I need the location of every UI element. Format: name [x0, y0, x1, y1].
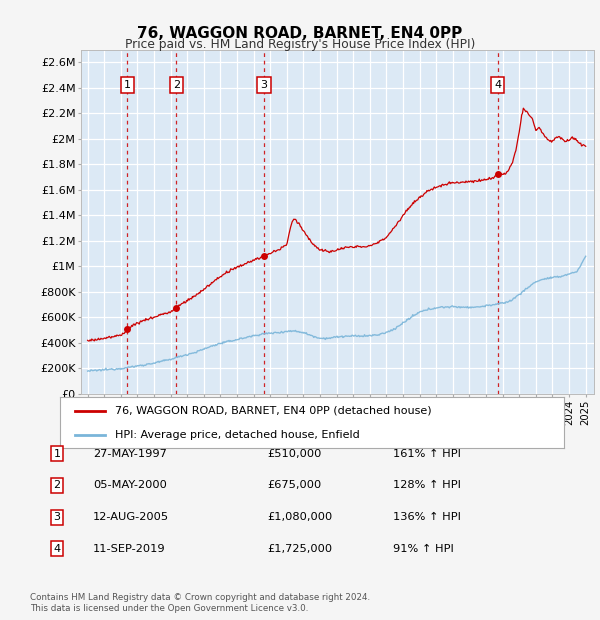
Text: 3: 3 [53, 512, 61, 522]
Text: 12-AUG-2005: 12-AUG-2005 [93, 512, 169, 522]
Text: 76, WAGGON ROAD, BARNET, EN4 0PP: 76, WAGGON ROAD, BARNET, EN4 0PP [137, 26, 463, 41]
Text: 11-SEP-2019: 11-SEP-2019 [93, 544, 166, 554]
Text: £1,080,000: £1,080,000 [267, 512, 332, 522]
Text: 1: 1 [124, 80, 131, 91]
Text: 2: 2 [173, 80, 180, 91]
Text: £510,000: £510,000 [267, 449, 322, 459]
Text: 76, WAGGON ROAD, BARNET, EN4 0PP (detached house): 76, WAGGON ROAD, BARNET, EN4 0PP (detach… [115, 405, 432, 415]
Text: 05-MAY-2000: 05-MAY-2000 [93, 480, 167, 490]
Text: 91% ↑ HPI: 91% ↑ HPI [393, 544, 454, 554]
Text: 128% ↑ HPI: 128% ↑ HPI [393, 480, 461, 490]
Text: Contains HM Land Registry data © Crown copyright and database right 2024.
This d: Contains HM Land Registry data © Crown c… [30, 593, 370, 613]
Text: 136% ↑ HPI: 136% ↑ HPI [393, 512, 461, 522]
Text: 27-MAY-1997: 27-MAY-1997 [93, 449, 167, 459]
Text: HPI: Average price, detached house, Enfield: HPI: Average price, detached house, Enfi… [115, 430, 360, 440]
Text: 4: 4 [494, 80, 501, 91]
Text: 1: 1 [53, 449, 61, 459]
Text: 2: 2 [53, 480, 61, 490]
Text: £675,000: £675,000 [267, 480, 321, 490]
Text: Price paid vs. HM Land Registry's House Price Index (HPI): Price paid vs. HM Land Registry's House … [125, 38, 475, 51]
Text: 161% ↑ HPI: 161% ↑ HPI [393, 449, 461, 459]
Text: 4: 4 [53, 544, 61, 554]
Text: 3: 3 [260, 80, 268, 91]
Text: £1,725,000: £1,725,000 [267, 544, 332, 554]
